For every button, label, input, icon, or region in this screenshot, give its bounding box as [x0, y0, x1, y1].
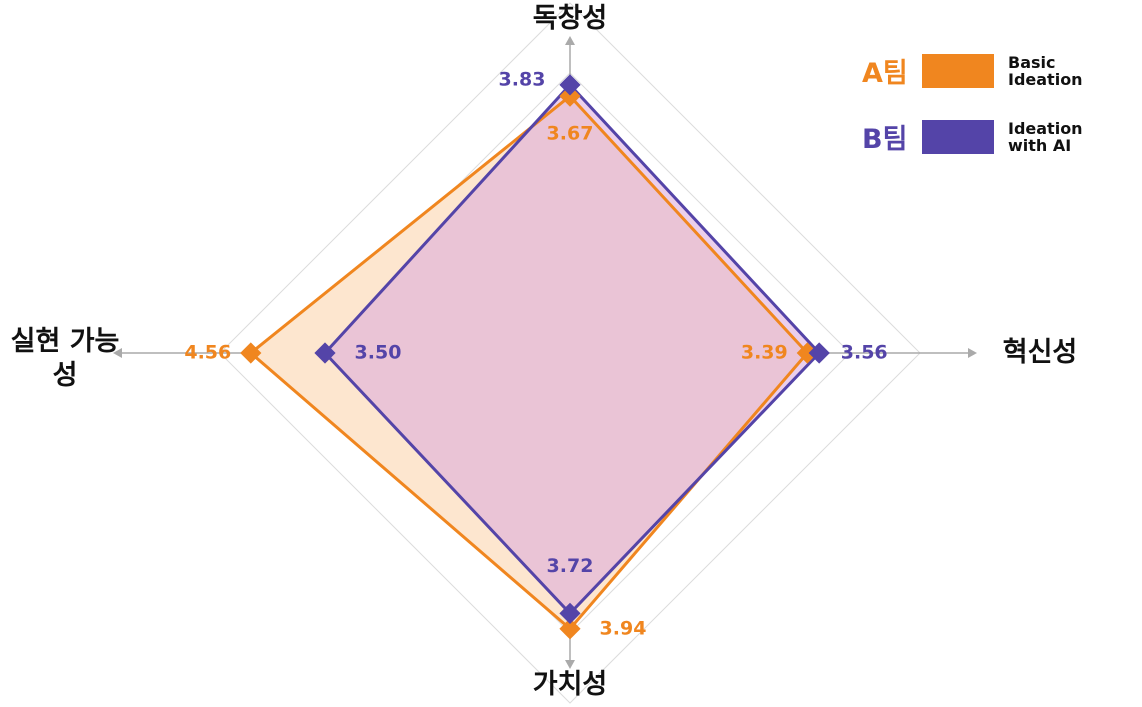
axis-label: 혁신성 [1002, 337, 1078, 368]
legend-item: B팀 Ideation with AI [862, 117, 1100, 156]
data-marker [559, 618, 581, 640]
data-marker [796, 342, 818, 364]
data-label: 3.50 [355, 342, 402, 364]
data-label: 3.56 [841, 342, 888, 364]
legend-swatch [922, 53, 994, 88]
axis-arrow [113, 348, 122, 358]
data-marker [559, 74, 581, 96]
data-marker [559, 85, 581, 107]
data-label: 3.72 [547, 555, 594, 577]
legend-description: Basic Ideation [1008, 52, 1083, 89]
legend-item: A팀 Basic Ideation [862, 51, 1100, 90]
legend-swatch [922, 119, 994, 154]
data-label: 3.94 [600, 617, 647, 639]
axis-arrow [565, 660, 575, 669]
data-marker [559, 602, 581, 625]
grid-ring [219, 2, 921, 704]
axis-label: 실현 가능성 [10, 326, 120, 391]
axis-arrow [565, 36, 575, 45]
data-label: 4.56 [184, 342, 231, 364]
data-label: 3.67 [547, 123, 594, 145]
data-marker [808, 342, 830, 364]
legend-name: A팀 [862, 58, 908, 89]
legend-name: B팀 [862, 124, 908, 155]
axis-label: 독창성 [532, 3, 608, 34]
data-label: 3.83 [499, 68, 546, 90]
data-label: 3.39 [741, 342, 788, 364]
axis-arrow [968, 348, 977, 358]
axis-label: 가치성 [532, 669, 608, 700]
legend-description: Ideation with AI [1008, 118, 1083, 155]
